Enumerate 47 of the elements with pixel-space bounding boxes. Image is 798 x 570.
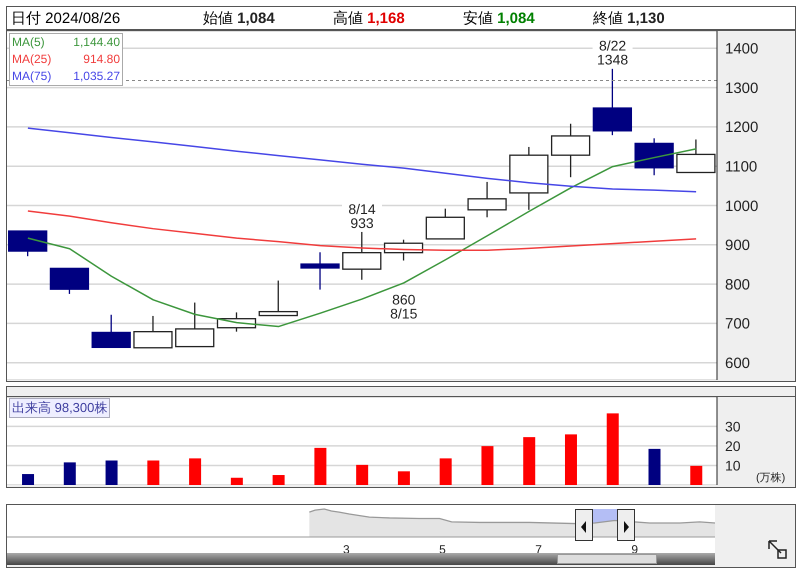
y-tick-label: 1100 [725, 158, 758, 176]
chart-title: 出来高 98,300株 [9, 398, 110, 418]
text: 終値 1,130 [593, 8, 666, 28]
bar [230, 478, 243, 485]
annotation: 1,035.27 [73, 68, 120, 85]
bar [398, 471, 410, 485]
y-tick-label: 1200 [725, 119, 758, 136]
y-tick-label: 1400 [725, 40, 758, 58]
bar [648, 448, 661, 485]
bar [606, 413, 619, 485]
bar [189, 458, 202, 485]
y-tick-label: 600 [725, 355, 750, 372]
bar [690, 466, 702, 485]
annotation: 1,144.40 [73, 34, 120, 51]
bar [356, 464, 368, 485]
bar [440, 458, 452, 485]
annotation: 8/22 1348 [597, 38, 628, 68]
bar [481, 446, 494, 485]
y-tick-label: 800 [725, 276, 750, 294]
annotation: 8/14 933 [348, 200, 376, 231]
bar [523, 437, 536, 485]
text: 高値 1,168 [333, 8, 406, 28]
y-axis-title: (万株) [756, 471, 786, 485]
bar [272, 475, 285, 485]
bar [64, 462, 76, 485]
y-tick-label: 10 [725, 457, 741, 474]
text: 始値 1,084 [203, 8, 276, 28]
text: MA(75) [12, 68, 52, 85]
y-tick-label: 20 [725, 438, 741, 454]
y-tick-label: 1300 [725, 80, 758, 97]
text: MA(25) [12, 51, 52, 68]
annotation: 914.80 [83, 51, 120, 68]
candlestick [300, 252, 340, 290]
y-tick-label: 700 [725, 316, 750, 333]
text: MA(5) [12, 34, 45, 51]
y-tick-label: 900 [725, 237, 750, 254]
bar [22, 474, 34, 485]
annotation: 860 8/15 [390, 292, 418, 322]
y-tick-label: 1000 [725, 198, 758, 215]
bar [106, 460, 118, 485]
line-series [27, 127, 697, 192]
bar [147, 460, 160, 485]
bar [564, 434, 577, 485]
bar [314, 448, 326, 485]
y-tick-label: 30 [725, 418, 741, 434]
text: 安値 1,084 [463, 8, 536, 28]
chart-title: 日付 2024/08/26 [11, 8, 122, 28]
